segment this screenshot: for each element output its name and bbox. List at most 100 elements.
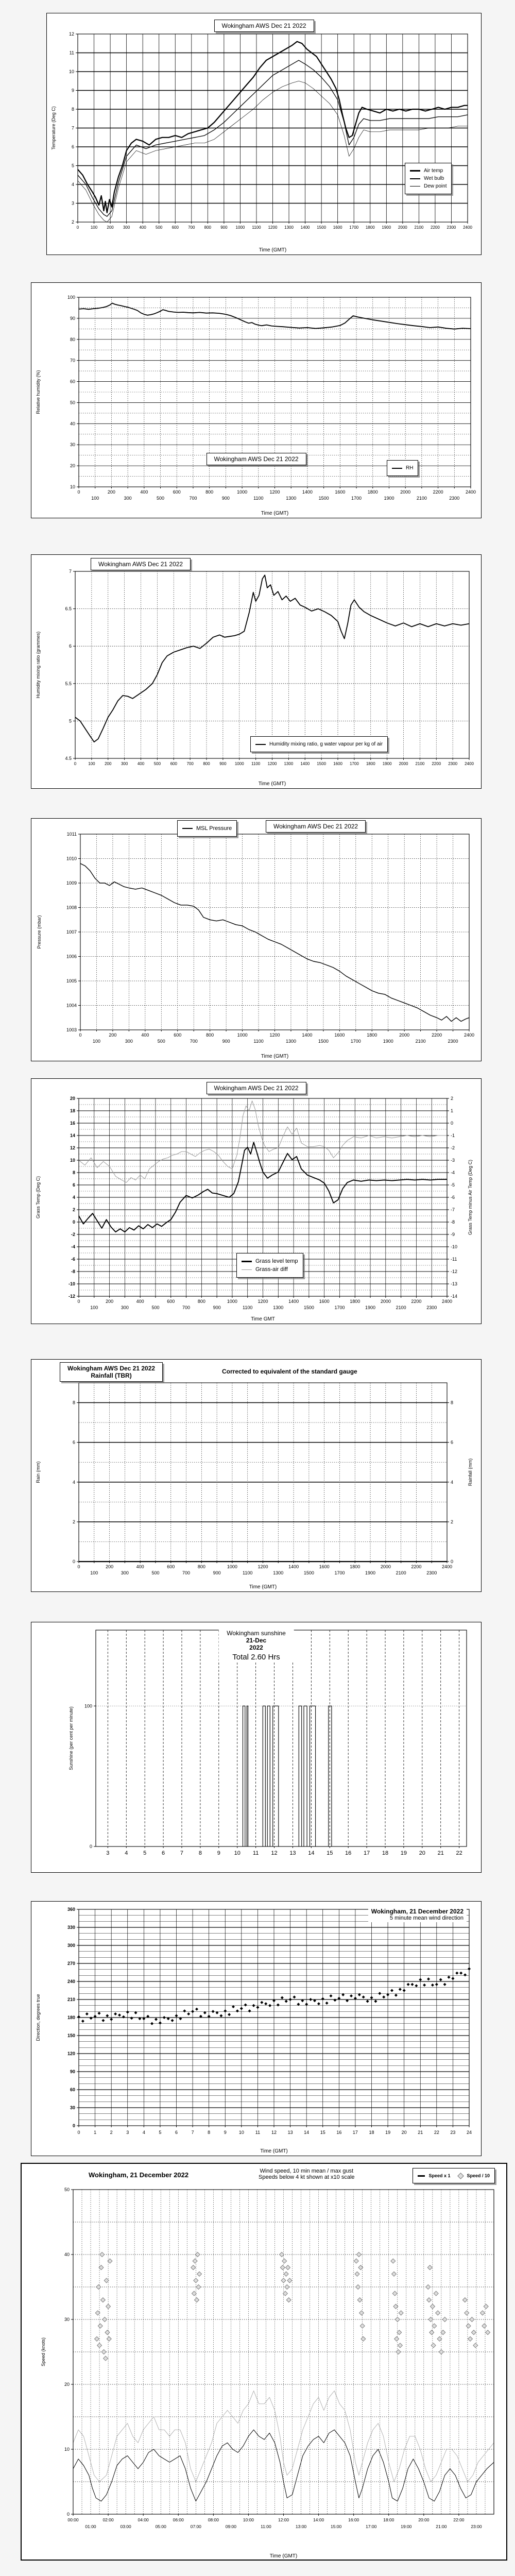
legend-label: RH bbox=[406, 465, 414, 471]
tick-label: 1500 bbox=[304, 1305, 314, 1310]
tick-label: 18 bbox=[369, 2130, 374, 2135]
tick-label: 6 bbox=[69, 643, 72, 649]
tick-label: 90 bbox=[70, 316, 75, 321]
tick-label: 800 bbox=[204, 225, 212, 230]
tick-label: Time (GMT) bbox=[261, 1054, 289, 1059]
tick-label: 18:00 bbox=[383, 2517, 394, 2522]
tick-label: -6 bbox=[451, 1195, 455, 1200]
tick-label: 6 bbox=[73, 1182, 75, 1188]
tick-label: 11 bbox=[70, 50, 74, 56]
chart-title: Wokingham AWS Dec 21 2022 bbox=[214, 1084, 299, 1092]
tick-label: 20 bbox=[402, 2130, 407, 2135]
tick-label: 9 bbox=[224, 2130, 227, 2135]
tick-label: 6 bbox=[162, 1850, 165, 1856]
tick-label: 10 bbox=[69, 69, 74, 74]
tick-label: Time (GMT) bbox=[260, 2148, 288, 2154]
tick-label: 2000 bbox=[381, 1299, 391, 1304]
tick-label: 04:00 bbox=[138, 2517, 149, 2522]
tick-label: 900 bbox=[213, 1570, 221, 1575]
sunshine-total: Total 2.60 Hrs bbox=[232, 1653, 280, 1662]
mixing-ratio-line-sample bbox=[255, 743, 266, 745]
tick-label: 19 bbox=[401, 1850, 407, 1856]
tick-label: 120 bbox=[67, 2051, 75, 2056]
tick-label: 7 bbox=[69, 569, 72, 574]
tick-label: 1900 bbox=[365, 1305, 375, 1310]
tick-label: -8 bbox=[71, 1269, 75, 1274]
tick-label: 8 bbox=[208, 2130, 210, 2135]
tick-label: 20 bbox=[70, 463, 75, 468]
tick-label: 2 bbox=[110, 2130, 113, 2135]
tick-label: 1800 bbox=[367, 1032, 377, 1038]
tick-label: 22 bbox=[456, 1850, 462, 1856]
tick-label: 12 bbox=[271, 1850, 277, 1856]
tick-label: 1500 bbox=[317, 761, 326, 766]
y-axis-label: Direction, degrees true bbox=[36, 1994, 41, 2041]
tick-label: 16:00 bbox=[348, 2517, 359, 2522]
tick-label: 1 bbox=[451, 1108, 453, 1113]
panel-air-temperature: 2 3 4 5 6 7 8 9 10 11 12 0 100 200 300 400 500 600 700 800 9… bbox=[46, 13, 482, 255]
gust-diamond-sample bbox=[457, 2172, 465, 2179]
chart-title: Wokingham AWS Dec 21 2022 bbox=[221, 22, 306, 29]
legend-label: Grass level temp bbox=[255, 1258, 298, 1264]
tick-label: 500 bbox=[151, 1305, 159, 1310]
legend-item-mixing-ratio: Humidity mixing ratio, g water vapour pe… bbox=[255, 741, 383, 747]
panel-mixing-ratio: 4.5 5 5.5 6 6.5 7 0 100 200 300 400 500 600 700 800 900… bbox=[31, 554, 482, 789]
sunshine-year: 2022 bbox=[249, 1644, 263, 1651]
tick-label: 600 bbox=[167, 1299, 175, 1304]
tick-label: 4 bbox=[143, 2130, 145, 2135]
tick-label: 2100 bbox=[416, 1039, 426, 1044]
tick-label: 500 bbox=[157, 496, 164, 501]
tick-label: 8 bbox=[73, 1400, 75, 1405]
tick-label: 6.5 bbox=[65, 606, 72, 612]
tick-label: 2400 bbox=[465, 761, 474, 766]
tick-label: 1300 bbox=[286, 496, 296, 501]
tick-label: 17 bbox=[353, 2130, 358, 2135]
tick-label: 60 bbox=[70, 2087, 75, 2092]
tick-label: 600 bbox=[173, 489, 181, 495]
tick-label: 20 bbox=[64, 2382, 70, 2387]
tick-label: 2400 bbox=[442, 1564, 452, 1569]
tick-label: 5.5 bbox=[65, 681, 72, 686]
chart-title-box: Wokingham AWS Dec 21 2022 bbox=[206, 1082, 306, 1094]
tick-label: 300 bbox=[121, 1305, 129, 1310]
tick-label: 1800 bbox=[366, 225, 375, 230]
tick-label: 4 bbox=[73, 1480, 75, 1485]
tick-label: 1200 bbox=[269, 1032, 280, 1038]
tick-label: 400 bbox=[140, 489, 148, 495]
tick-label: 3 bbox=[106, 1850, 109, 1856]
tick-label: 1003 bbox=[66, 1027, 77, 1032]
tick-label: 2000 bbox=[400, 489, 410, 495]
tick-label: 17 bbox=[364, 1850, 370, 1856]
tick-label: 8 bbox=[72, 107, 74, 112]
speed-line-sample bbox=[418, 2175, 425, 2177]
tick-label: 1500 bbox=[319, 496, 329, 501]
tick-label: 10 bbox=[70, 484, 75, 489]
legend-item-wet-bulb: Wet bulb bbox=[410, 176, 447, 181]
sunshine-date: 21-Dec bbox=[246, 1637, 267, 1644]
tick-label: -7 bbox=[451, 1207, 455, 1212]
mean-speed-line bbox=[73, 2429, 494, 2502]
tick-label: 400 bbox=[141, 1032, 149, 1038]
tick-label: 0 bbox=[74, 761, 77, 766]
tick-label: 16 bbox=[345, 1850, 351, 1856]
tick-label: 1200 bbox=[258, 1299, 268, 1304]
y2-axis-label: Grass Temp minus Air Temp (Deg C) bbox=[468, 1160, 473, 1235]
tick-label: 1007 bbox=[66, 929, 77, 935]
tick-label: 180 bbox=[67, 2015, 75, 2020]
tick-label: 23 bbox=[450, 2130, 455, 2135]
legend-label: Dew point bbox=[424, 183, 447, 189]
tick-label: 1300 bbox=[273, 1305, 283, 1310]
tick-label: 07:00 bbox=[191, 2524, 202, 2529]
tick-label: 1100 bbox=[243, 1305, 252, 1310]
tick-label: 01:00 bbox=[85, 2524, 96, 2529]
legend-item-speed-x1: Speed x 1 bbox=[418, 2173, 450, 2178]
rh-line-sample bbox=[392, 467, 402, 469]
tick-label: 5 bbox=[69, 718, 72, 723]
tick-label: 1900 bbox=[383, 761, 392, 766]
direction-title-block: Wokingham, 21 December 2022 5 minute mea… bbox=[368, 1907, 467, 1922]
tick-label: 22:00 bbox=[453, 2517, 465, 2522]
tick-label: 300 bbox=[121, 761, 128, 766]
tick-label: 0 bbox=[73, 1219, 75, 1225]
gust-diamonds bbox=[94, 2251, 491, 2361]
tick-label: 50 bbox=[64, 2187, 70, 2192]
